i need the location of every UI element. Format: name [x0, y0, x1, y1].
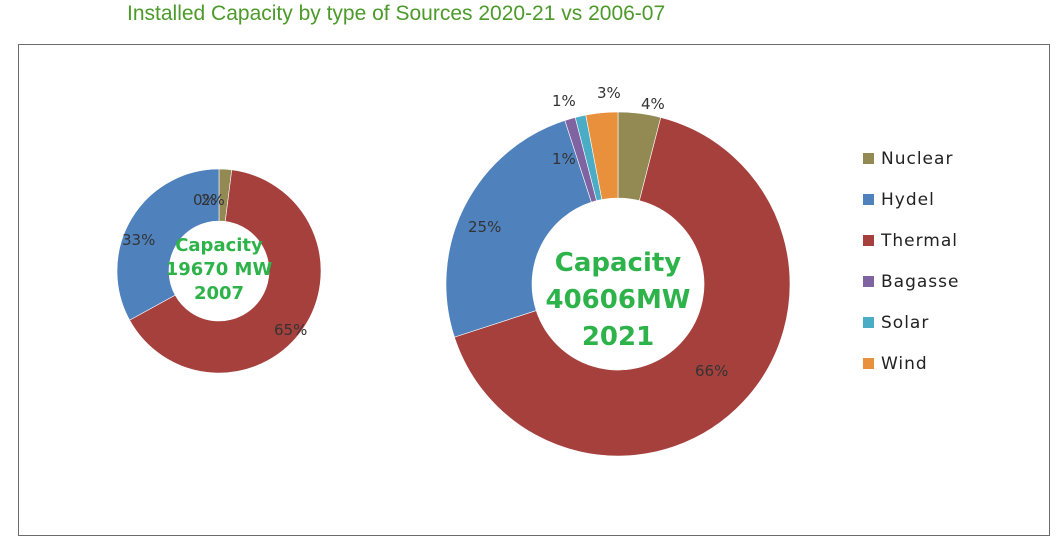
donut-chart-2021: 4% 66% 25% 1% 1% 3% Capacity 40606MW 2021	[445, 84, 791, 457]
data-label-thermal: 65%	[274, 321, 307, 339]
slice-hydel	[445, 120, 592, 338]
slice-thermal	[454, 117, 791, 457]
center-label-line: Capacity	[555, 248, 682, 278]
slice-hydel	[116, 168, 220, 321]
donut-chart-2007: 65% 33% 0%2% Capacity 19670 MW 2007	[116, 168, 322, 374]
chart-canvas: 65% 33% 0%2% Capacity 19670 MW 2007 4% 66% 25% 1…	[116, 84, 959, 457]
center-label-line: 2007	[194, 283, 244, 304]
legend-swatch-solar	[863, 317, 874, 328]
legend-label-nuclear: Nuclear	[881, 149, 953, 169]
legend-swatch-hydel	[863, 194, 874, 205]
legend: Nuclear Hydel Thermal Bagasse Solar Wind	[863, 149, 959, 374]
page-title: Installed Capacity by type of Sources 20…	[127, 2, 666, 25]
legend-label-solar: Solar	[881, 313, 929, 333]
data-label-nuclear-overlap: 0%	[193, 191, 217, 209]
center-label-line: Capacity	[175, 235, 263, 256]
slice-thermal	[129, 169, 322, 374]
legend-swatch-nuclear	[863, 153, 874, 164]
legend-label-wind: Wind	[881, 354, 928, 374]
center-label-line: 40606MW	[545, 285, 690, 315]
legend-swatch-thermal	[863, 235, 874, 246]
legend-label-hydel: Hydel	[881, 190, 935, 210]
data-label-wind: 3%	[597, 84, 621, 102]
chart-frame: 65% 33% 0% 2% Capacity 19670 MW 2007 4% 66% 25% 1…	[18, 44, 1050, 536]
data-label-nuclear: 4%	[641, 95, 665, 113]
center-label-line: 19670 MW	[166, 259, 273, 280]
data-label-hydel: 33%	[122, 231, 155, 249]
data-label-bagasse: 1%	[552, 150, 576, 168]
legend-swatch-wind	[863, 358, 874, 369]
data-label-nuclear-overlap: 2%	[201, 191, 225, 209]
data-label-thermal: 66%	[695, 362, 728, 380]
legend-label-bagasse: Bagasse	[881, 272, 959, 292]
legend-swatch-bagasse	[863, 276, 874, 287]
data-label-hydel: 25%	[468, 218, 501, 236]
center-label-line: 2021	[582, 322, 654, 352]
slice-wind	[585, 111, 619, 200]
data-label-solar: 1%	[552, 92, 576, 110]
legend-label-thermal: Thermal	[880, 231, 958, 251]
